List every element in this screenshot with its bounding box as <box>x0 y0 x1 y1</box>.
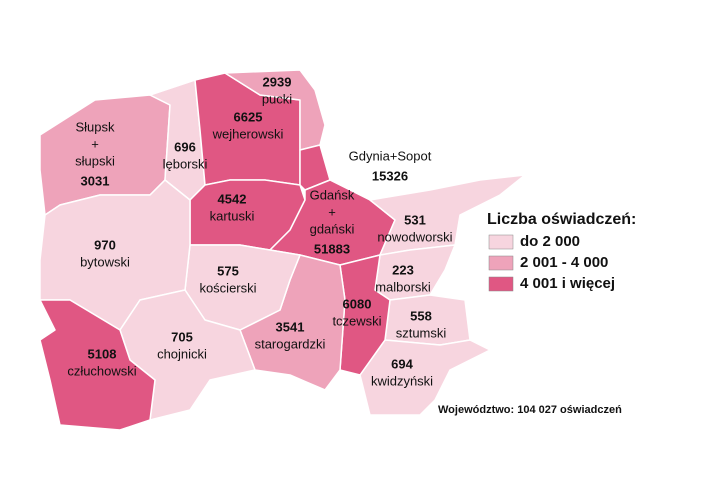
region-value: 6625 <box>234 109 263 124</box>
region-value: 531 <box>404 212 426 227</box>
region-name: lęborski <box>163 156 208 171</box>
region-value: 3541 <box>276 319 305 334</box>
region-value: 694 <box>391 356 413 371</box>
region-name: bytowski <box>80 254 130 269</box>
region-name: gdański <box>310 221 355 236</box>
region-name: kościerski <box>199 280 256 295</box>
region-name: starogardzki <box>255 336 326 351</box>
region-name: chojnicki <box>157 346 207 361</box>
legend-label: do 2 000 <box>520 233 580 250</box>
region-name: malborski <box>375 279 431 294</box>
region <box>39 299 156 431</box>
legend-title: Liczba oświadczeń: <box>487 211 636 228</box>
footer: Województwo: 104 027 oświadczeń <box>438 404 622 416</box>
region-value: 970 <box>94 237 116 252</box>
legend-swatch <box>488 255 514 271</box>
region <box>369 174 526 256</box>
region-name: słupski <box>75 153 115 168</box>
region-name: pucki <box>262 91 292 106</box>
region-name: kwidzyński <box>371 373 433 388</box>
region-value: 3031 <box>81 173 110 188</box>
region-value: 51883 <box>314 241 350 256</box>
region <box>359 339 491 416</box>
region-name: tczewski <box>332 313 381 328</box>
region-value: 696 <box>174 139 196 154</box>
legend-swatch <box>488 234 514 250</box>
region-name: kartuski <box>210 208 255 223</box>
legend-swatch <box>488 276 514 292</box>
region-value: 705 <box>171 329 193 344</box>
regions <box>39 69 526 431</box>
region-value: 15326 <box>372 168 408 183</box>
legend-label: 2 001 - 4 000 <box>520 254 608 271</box>
region-value: 4542 <box>218 191 247 206</box>
region-value: 575 <box>217 263 239 278</box>
region-name: + <box>91 136 99 151</box>
region-labels: Słupsk + słupski 3031 696 lęborski 6625 wejhero… <box>67 74 615 388</box>
region-value: 5108 <box>88 346 117 361</box>
region-value: 6080 <box>343 296 372 311</box>
region-name: wejherowski <box>212 126 284 141</box>
region-value: 2939 <box>263 74 292 89</box>
region-name: nowodworski <box>377 229 452 244</box>
region-value: 558 <box>410 308 432 323</box>
legend-label: 4 001 i więcej <box>520 275 615 292</box>
region-name: Gdańsk <box>310 187 355 202</box>
region-name: Słupsk <box>75 119 115 134</box>
region-name: człuchowski <box>67 363 136 378</box>
region-name: + <box>328 204 336 219</box>
region-name: sztumski <box>396 325 447 340</box>
region-name: Gdynia+Sopot <box>349 148 432 163</box>
region-value: 223 <box>392 262 414 277</box>
